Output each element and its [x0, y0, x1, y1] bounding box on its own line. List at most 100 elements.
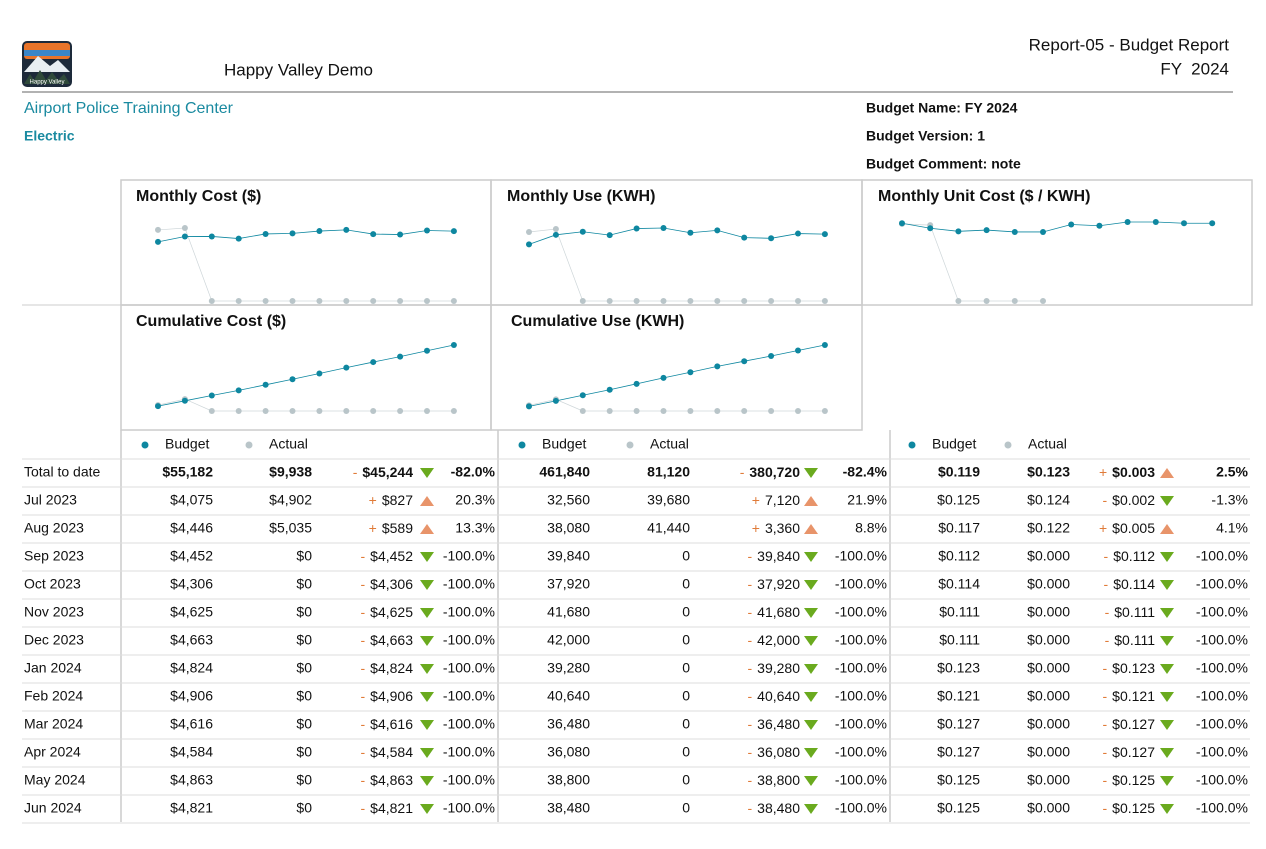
variance-value: $4,616 — [370, 716, 413, 732]
arrow-down — [420, 580, 434, 590]
variance-cell: -39,280 — [748, 660, 801, 676]
percent-cell: -100.0% — [835, 548, 887, 564]
actual-cell: 0 — [682, 744, 690, 760]
actual-cell: 0 — [682, 716, 690, 732]
percent-cell: -100.0% — [835, 632, 887, 648]
variance-cell: - $4,616 — [361, 716, 414, 732]
chart-title: Monthly Use (KWH) — [507, 188, 655, 205]
budget-cell: $0.127 — [937, 744, 980, 760]
budget-cell: $0.111 — [939, 604, 980, 620]
variance-sign: - — [1103, 660, 1108, 676]
budget-point — [397, 353, 404, 360]
row-label: Mar 2024 — [24, 716, 83, 732]
budget-point — [927, 225, 934, 232]
percent-cell: -100.0% — [1196, 716, 1248, 732]
budget-point — [687, 229, 694, 236]
variance-sign: - — [1103, 688, 1108, 704]
actual-point — [208, 408, 215, 414]
chart-title: Cumulative Cost ($) — [136, 313, 286, 330]
percent-cell: 4.1% — [1216, 520, 1248, 536]
row-label: Nov 2023 — [24, 604, 84, 620]
percent-cell: -100.0% — [1196, 800, 1248, 816]
budget-point — [552, 231, 559, 238]
variance-cell: -36,080 — [748, 744, 801, 760]
budget-info: Budget Comment: note — [866, 156, 1021, 172]
budget-cell: 38,480 — [547, 800, 590, 816]
budget-point — [262, 381, 269, 388]
variance-value: $4,824 — [370, 660, 413, 676]
actual-point — [424, 298, 430, 304]
budget-cell: $4,446 — [170, 520, 213, 536]
variance-cell: - $0.112 — [1104, 548, 1156, 564]
variance-cell: - $4,306 — [361, 576, 414, 592]
budget-point — [741, 234, 748, 241]
row-label: Jan 2024 — [24, 660, 82, 676]
actual-point — [370, 408, 377, 414]
budget-point — [687, 369, 694, 376]
budget-point — [821, 231, 828, 238]
variance-sign: + — [752, 492, 760, 508]
percent-cell: 20.3% — [455, 492, 495, 508]
chart-title: Cumulative Use (KWH) — [511, 313, 684, 330]
logo-text: Happy Valley — [30, 80, 65, 86]
variance-value: 7,120 — [765, 492, 800, 508]
legend-dot — [626, 441, 634, 449]
actual-point — [343, 298, 350, 304]
actual-point — [768, 408, 775, 414]
budget-cell: $0.119 — [938, 464, 980, 480]
row-label: Oct 2023 — [24, 576, 81, 592]
actual-cell: $0 — [296, 800, 312, 816]
budget-cell: 36,480 — [547, 716, 590, 732]
variance-sign: - — [1103, 492, 1108, 508]
actual-point — [262, 298, 269, 304]
percent-cell: -100.0% — [443, 548, 495, 564]
variance-cell: + $0.005 — [1099, 520, 1155, 536]
actual-point — [660, 408, 667, 414]
budget-point — [579, 228, 586, 235]
percent-cell: -100.0% — [443, 688, 495, 704]
percent-cell: -100.0% — [443, 800, 495, 816]
variance-value: 38,800 — [757, 772, 800, 788]
row-label: Jun 2024 — [24, 800, 82, 816]
variance-sign: - — [1104, 576, 1109, 592]
percent-cell: -100.0% — [835, 576, 887, 592]
budget-cell: $55,182 — [162, 464, 213, 480]
budget-point — [579, 392, 586, 399]
percent-cell: -100.0% — [443, 716, 495, 732]
actual-cell: $0.000 — [1027, 800, 1070, 816]
arrow-up — [804, 524, 818, 534]
budget-point — [208, 392, 215, 399]
actual-point — [155, 226, 161, 233]
variance-cell: -380,720 — [740, 464, 800, 480]
variance-value: 36,080 — [757, 744, 800, 760]
budget-cell: $4,906 — [170, 688, 213, 704]
actual-cell: 0 — [682, 632, 690, 648]
actual-cell: 81,120 — [647, 464, 690, 480]
actual-cell: $0 — [296, 744, 312, 760]
arrow-down — [804, 804, 818, 814]
actual-point — [606, 408, 613, 414]
variance-value: $4,625 — [370, 604, 413, 620]
actual-point — [262, 408, 269, 414]
variance-value: $0.121 — [1112, 688, 1155, 704]
percent-cell: -100.0% — [835, 660, 887, 676]
budget-point — [1040, 228, 1046, 235]
budget-point — [606, 232, 613, 239]
arrow-down — [804, 608, 818, 618]
variance-cell: - $0.125 — [1103, 800, 1156, 816]
percent-cell: -100.0% — [1196, 772, 1248, 788]
budget-point — [1096, 222, 1103, 229]
legend-label: Actual — [1028, 436, 1067, 452]
variance-cell: -39,840 — [748, 548, 801, 564]
budget-info: Budget Name: FY 2024 — [866, 100, 1018, 116]
variance-cell: - $0.125 — [1103, 772, 1156, 788]
legend-label: Budget — [932, 436, 976, 452]
actual-point — [687, 408, 694, 414]
actual-point — [397, 408, 404, 414]
variance-value: $4,863 — [370, 772, 413, 788]
budget-point — [526, 241, 532, 248]
percent-cell: -100.0% — [835, 604, 887, 620]
variance-cell: - $4,906 — [361, 688, 414, 704]
budget-point — [450, 342, 457, 348]
variance-sign: - — [740, 464, 745, 480]
